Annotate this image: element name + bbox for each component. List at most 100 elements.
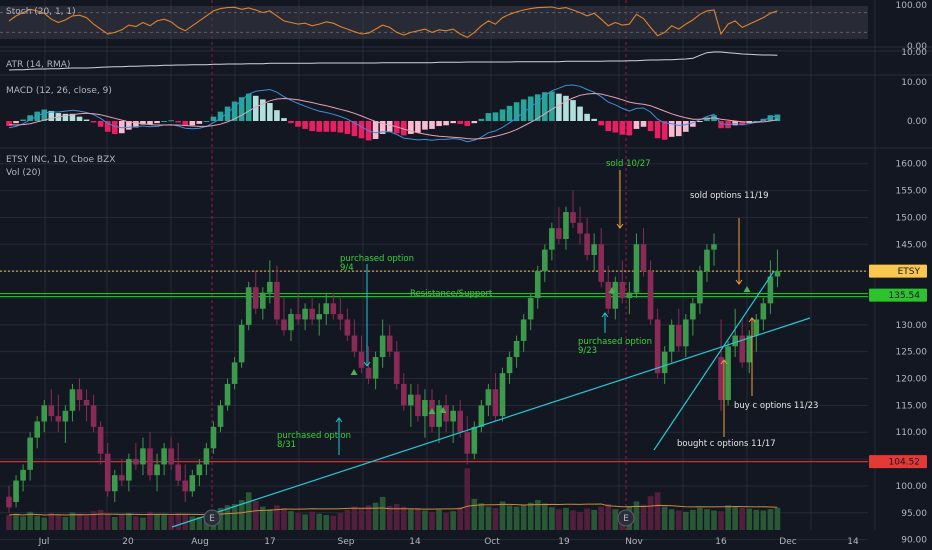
candle-body xyxy=(76,389,83,401)
candle-body xyxy=(464,432,471,454)
price-title[interactable]: ETSY INC, 1D, Cboe BZX xyxy=(6,155,115,165)
volume-bar xyxy=(316,513,322,530)
signal-triangle xyxy=(743,286,751,292)
bought-c-1117-arrow-head xyxy=(720,359,728,365)
macd-histogram-bar xyxy=(372,121,379,139)
volume-bar xyxy=(111,517,118,530)
macd-tick: 0.00 xyxy=(907,117,927,127)
stoch-label[interactable]: Stoch (20, 1, 1) xyxy=(6,7,76,17)
time-axis-label: Aug xyxy=(191,537,209,547)
volume-bar xyxy=(506,505,513,530)
macd-histogram-bar xyxy=(408,121,414,134)
candle-body xyxy=(210,426,217,449)
volume-bar xyxy=(549,507,555,530)
macd-histogram-bar xyxy=(210,116,217,121)
candle-body xyxy=(126,459,132,481)
candle-body xyxy=(344,319,351,336)
macd-histogram-bar xyxy=(252,95,259,121)
price-axis[interactable]: 100.000.0010.0010.000.00160.00155.00150.… xyxy=(869,1,927,546)
candles[interactable] xyxy=(6,190,781,513)
macd-histogram-bar xyxy=(83,119,90,121)
macd-histogram-bar xyxy=(175,121,181,123)
annotations[interactable]: sold 10/27 sold options 11/19 purchased op… xyxy=(203,159,818,527)
macd-histogram-bar xyxy=(260,99,266,121)
volume-bar xyxy=(133,516,139,530)
macd-label[interactable]: MACD (12, 26, close, 9) xyxy=(6,86,112,96)
earnings-event-marker xyxy=(617,509,635,527)
candle-body xyxy=(760,303,767,320)
trendlines[interactable] xyxy=(171,270,811,528)
macd-panel[interactable] xyxy=(6,84,781,143)
candle-body xyxy=(372,357,379,379)
candle-body xyxy=(767,276,774,304)
macd-histogram-bar xyxy=(182,121,189,126)
candle-body xyxy=(62,410,69,422)
volume-bar xyxy=(774,507,781,530)
volume-bar xyxy=(485,506,492,530)
volume-bar xyxy=(147,511,153,530)
volume-bar xyxy=(415,507,421,530)
atr-panel[interactable] xyxy=(8,51,778,71)
macd-histogram-bar xyxy=(619,121,626,135)
candle-body xyxy=(238,324,245,363)
macd-line xyxy=(8,84,778,143)
volume-bar xyxy=(302,514,308,530)
volume-bar xyxy=(330,515,337,530)
etsy-price-tag: ETSY xyxy=(898,267,921,277)
volume-bar xyxy=(386,505,393,530)
volume-bar xyxy=(365,505,372,530)
macd-histogram-bar xyxy=(549,91,555,121)
volume-bar xyxy=(612,509,619,530)
candle-body xyxy=(274,281,280,320)
atr-line xyxy=(8,51,778,71)
macd-histogram-bar xyxy=(661,121,668,140)
volume-bar xyxy=(126,513,132,530)
candle-body xyxy=(281,319,287,331)
time-axis-label: 20 xyxy=(122,537,134,547)
earnings-event-label: E xyxy=(209,514,215,524)
candle-body xyxy=(626,292,633,298)
atr-label[interactable]: ATR (14, RMA) xyxy=(6,60,70,70)
price-tick: 160.00 xyxy=(896,160,928,170)
macd-histogram-bar xyxy=(386,121,393,132)
stoch-panel[interactable] xyxy=(0,6,868,39)
candle-body xyxy=(217,405,224,427)
volume-bar xyxy=(450,511,456,530)
candle-body xyxy=(746,335,753,363)
volume-bar xyxy=(542,503,548,530)
signal-triangle xyxy=(608,287,616,293)
candle-body xyxy=(654,319,661,374)
volume-bar xyxy=(252,500,259,530)
macd-histogram-bar xyxy=(245,93,252,121)
volume-bar xyxy=(97,509,104,530)
macd-histogram-bar xyxy=(238,97,245,121)
volume-bar xyxy=(436,509,442,530)
volume-bar xyxy=(309,511,315,530)
price-tick: 110.00 xyxy=(896,428,928,438)
time-axis-label: Jul xyxy=(38,537,50,547)
macd-histogram-bar xyxy=(626,121,633,136)
volume-bar xyxy=(161,515,167,530)
atr-tick: 10.00 xyxy=(901,48,927,58)
signal-triangle xyxy=(439,407,447,413)
candle-body xyxy=(34,421,40,438)
volume-label[interactable]: Vol (20) xyxy=(6,168,41,178)
candle-body xyxy=(13,480,19,503)
volume-bar xyxy=(323,515,330,530)
signal-triangle xyxy=(350,369,358,375)
macd-histogram-bar xyxy=(718,121,724,129)
time-axis[interactable]: Jul 20 Aug 17 Sep 14 Oct 19 Nov 16 Dec 14 xyxy=(38,537,859,547)
candle-body xyxy=(224,383,231,406)
candle-body xyxy=(492,389,499,417)
purchased-831-arrow-head xyxy=(335,417,343,423)
volume-bar xyxy=(556,509,562,530)
macd-histogram-bar xyxy=(690,121,696,127)
volume-bar xyxy=(238,500,245,530)
candle-body xyxy=(154,464,160,476)
volume-bar xyxy=(746,508,753,530)
candle-body xyxy=(133,459,139,465)
candle-body xyxy=(379,335,386,358)
volume-bar xyxy=(34,515,40,530)
candle-body xyxy=(182,480,189,492)
